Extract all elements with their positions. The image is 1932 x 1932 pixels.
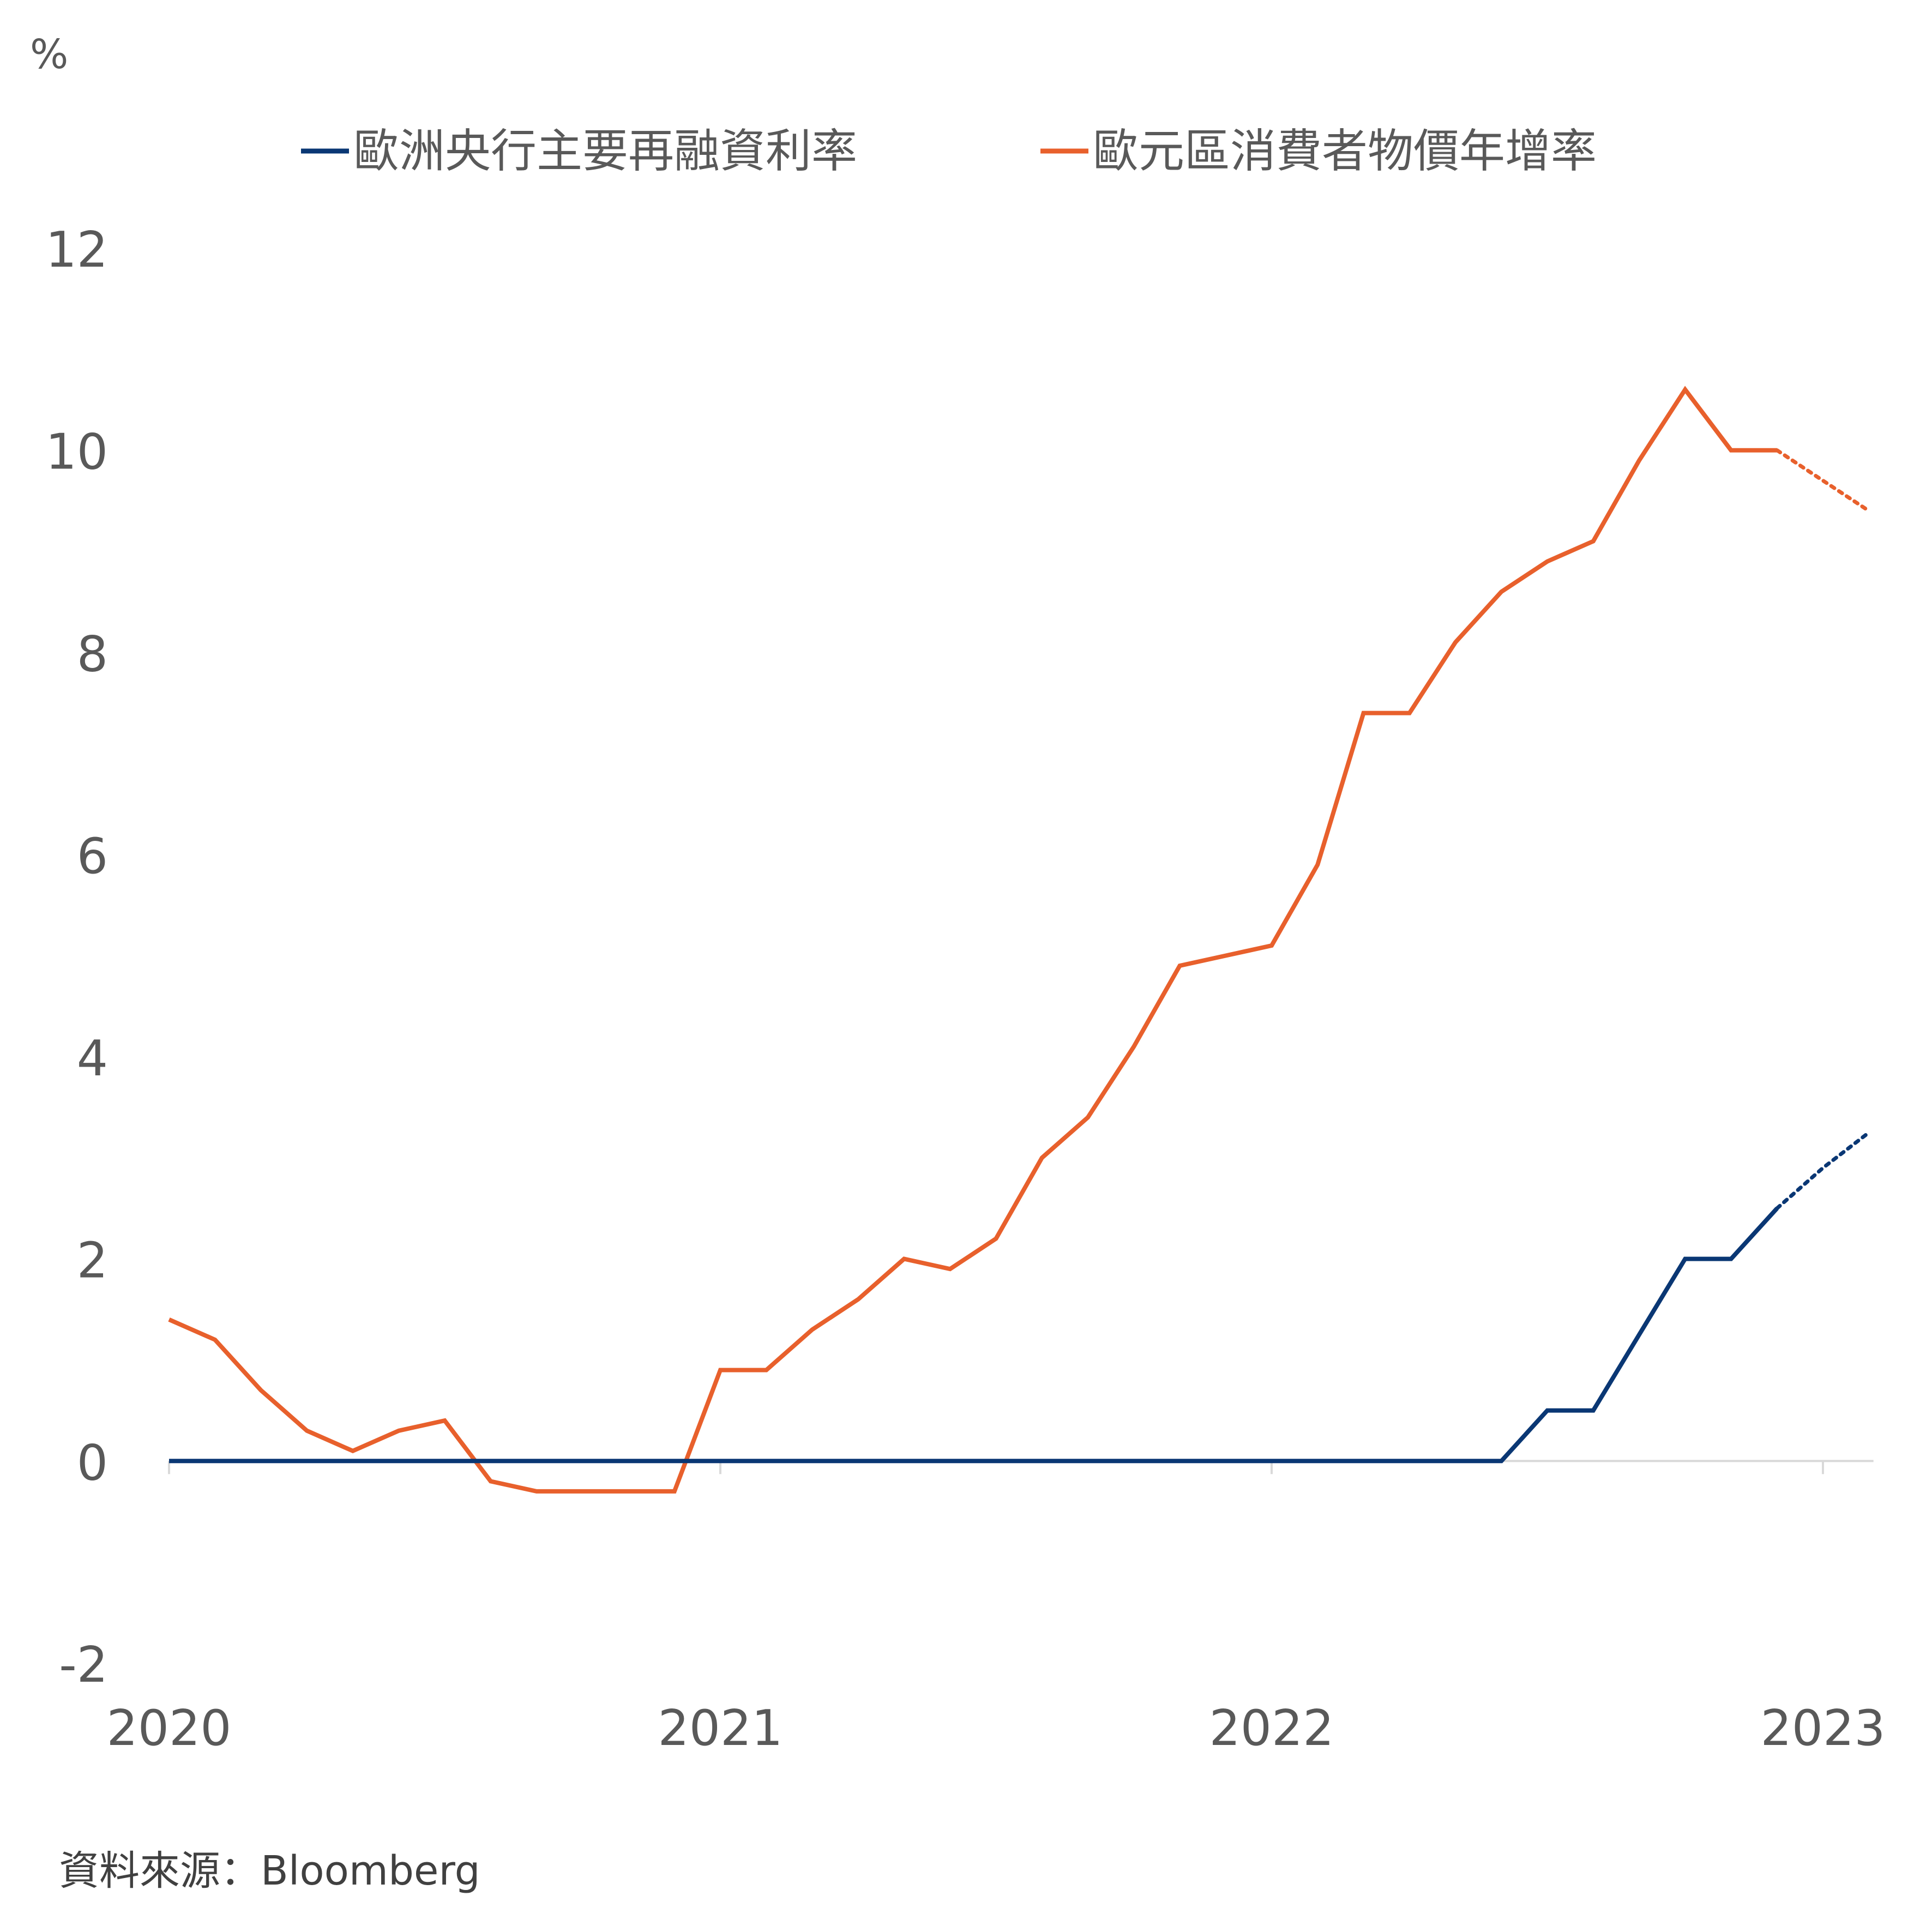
legend-item-ecb-rate: 歐洲央行主要再融資利率 <box>301 124 857 178</box>
y-tick-label: 12 <box>45 221 108 279</box>
series-layer <box>168 386 1871 1494</box>
y-tick-label: 8 <box>77 625 108 683</box>
y-tick-label: 10 <box>45 424 108 481</box>
legend: 歐洲央行主要再融資利率 歐元區消費者物價年增率 <box>301 124 1597 178</box>
x-tick-label: 2020 <box>106 1700 231 1757</box>
legend-label-cpi: 歐元區消費者物價年增率 <box>1093 124 1597 178</box>
series-line-ecb-rate <box>169 1207 1779 1464</box>
y-tick-label: 4 <box>77 1030 108 1087</box>
y-tick-label: 6 <box>77 828 108 885</box>
y-tick-label: 0 <box>77 1434 108 1491</box>
x-tick-label: 2023 <box>1760 1700 1885 1757</box>
legend-item-cpi: 歐元區消費者物價年增率 <box>1040 124 1597 178</box>
series-forecast-ecb-rate <box>1775 1130 1871 1211</box>
series-line-cpi <box>168 386 1777 1494</box>
series-forecast-cpi <box>1775 448 1871 513</box>
x-tick-label: 2022 <box>1209 1700 1334 1757</box>
y-axis: 12 10 8 6 4 2 0 -2 <box>45 221 108 1694</box>
y-tick-label: 2 <box>77 1232 108 1290</box>
y-tick-label: -2 <box>59 1636 108 1694</box>
y-unit-label: % <box>30 31 68 78</box>
legend-label-ecb-rate: 歐洲央行主要再融資利率 <box>353 124 857 178</box>
x-axis: 2020 2021 2022 2023 <box>106 1460 1886 1757</box>
source-note: 資料來源：Bloomberg <box>59 1847 480 1894</box>
x-tick-label: 2021 <box>658 1700 783 1757</box>
